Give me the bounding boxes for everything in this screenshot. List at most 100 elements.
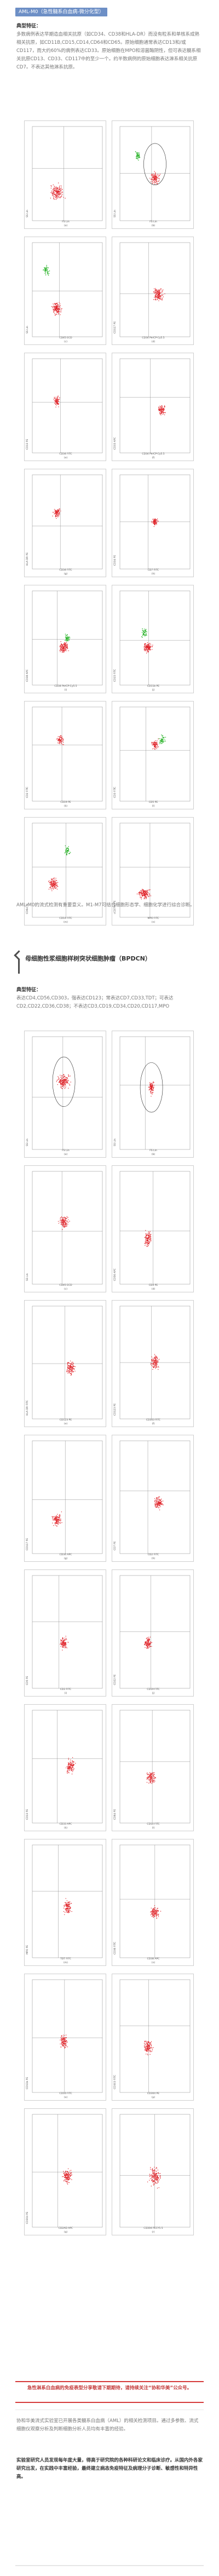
- event-dot: [149, 1084, 151, 1085]
- y-axis-label: HLA-DR FITC: [26, 1400, 29, 1416]
- x-axis-label: CD34 PerCP-Cy5.5: [142, 337, 165, 340]
- event-dot: [70, 1368, 71, 1369]
- event-dot-gated: [146, 631, 147, 633]
- flow-scatter: [119, 706, 191, 802]
- event-dot: [54, 1517, 55, 1519]
- event-dot: [155, 2175, 157, 2176]
- x-axis-label: CD303 FITC: [146, 1419, 161, 1422]
- y-axis-label: SS Lin: [114, 210, 117, 217]
- event-dot: [157, 1358, 158, 1359]
- event-dot: [158, 1916, 159, 1917]
- event-dot: [55, 1518, 56, 1519]
- event-dot: [153, 743, 154, 744]
- event-dot: [66, 1079, 67, 1080]
- event-dot: [69, 1370, 70, 1371]
- event-dot: [73, 1371, 74, 1372]
- plot-frame: [119, 590, 191, 686]
- event-dot: [155, 744, 157, 745]
- plot-frame: [119, 1575, 191, 1689]
- panel-letter: (a): [64, 1153, 68, 1156]
- event-dot: [157, 293, 158, 294]
- plot-frame: [119, 1171, 191, 1285]
- y-axis-label: CD13 PE: [26, 1809, 29, 1820]
- event-dot: [60, 641, 61, 642]
- event-dot: [67, 1902, 68, 1904]
- event-dot: [149, 2044, 151, 2045]
- event-dot-gated: [65, 634, 66, 635]
- event-dot: [50, 887, 51, 888]
- event-dot: [64, 1076, 65, 1077]
- event-dot-gated: [47, 273, 49, 275]
- event-dot: [63, 1223, 64, 1224]
- event-dot-gated: [70, 852, 71, 853]
- event-dot: [54, 884, 55, 886]
- plot-frame: [32, 1710, 103, 1824]
- event-dot-gated: [136, 158, 138, 159]
- panel-letter: (g): [64, 1557, 68, 1560]
- event-dot: [148, 893, 149, 894]
- y-axis-label: CD2 FITC: [26, 786, 29, 798]
- event-dot: [162, 1503, 163, 1504]
- event-dot: [154, 1364, 155, 1365]
- event-dot: [141, 892, 142, 893]
- event-dot: [59, 737, 60, 738]
- event-dot: [67, 1078, 68, 1079]
- event-dot: [151, 1092, 152, 1094]
- event-dot: [64, 2175, 65, 2176]
- event-dot: [148, 1235, 149, 1237]
- event-dot: [155, 746, 157, 748]
- event-dot: [72, 1757, 73, 1758]
- event-dot: [153, 523, 154, 524]
- event-dot: [60, 188, 61, 189]
- event-dot: [153, 741, 154, 743]
- event-dot: [59, 511, 60, 513]
- event-dot: [154, 182, 155, 183]
- event-dot: [63, 2034, 64, 2036]
- event-dot: [158, 178, 159, 179]
- event-dot: [60, 1079, 61, 1080]
- event-dot: [64, 2172, 65, 2173]
- event-dot: [151, 2045, 152, 2046]
- event-dot-gated: [160, 740, 162, 741]
- event-dot: [145, 1239, 146, 1240]
- event-dot: [74, 1366, 76, 1367]
- y-axis-label: CD15 FITC: [114, 669, 117, 682]
- event-dot: [146, 2049, 147, 2050]
- event-dot: [58, 514, 59, 515]
- event-dot: [154, 2172, 155, 2174]
- flow-scatter: [119, 1844, 191, 1958]
- event-dot: [56, 887, 57, 888]
- event-dot: [71, 1366, 72, 1367]
- event-dot: [145, 2044, 146, 2045]
- flow-scatter: [119, 1710, 191, 1824]
- event-dot: [61, 650, 62, 651]
- event-dot-gated: [66, 638, 68, 639]
- event-dot: [57, 192, 59, 193]
- event-dot: [147, 642, 148, 643]
- event-dot: [159, 412, 160, 413]
- event-dot: [52, 884, 53, 886]
- event-dot: [157, 299, 158, 300]
- event-dot: [162, 411, 163, 412]
- event-dot: [140, 892, 141, 893]
- y-axis-label: CD117 PE: [114, 321, 117, 334]
- event-dot-gated: [137, 154, 138, 156]
- event-dot: [163, 408, 164, 409]
- event-dot: [66, 1221, 67, 1222]
- event-dot-gated: [66, 639, 67, 640]
- event-dot: [154, 1504, 155, 1505]
- event-dot: [56, 400, 57, 401]
- event-dot: [62, 652, 64, 653]
- x-axis-label: CD123 PE: [59, 1419, 72, 1422]
- event-dot: [147, 1774, 148, 1775]
- event-dot: [157, 2177, 158, 2178]
- event-dot-gated: [139, 157, 140, 158]
- event-dot-gated: [49, 270, 50, 272]
- event-dot-gated: [48, 267, 49, 268]
- event-dot: [154, 1912, 155, 1913]
- event-dot-gated: [145, 634, 147, 635]
- event-dot: [53, 198, 54, 199]
- event-dot: [57, 1521, 59, 1522]
- panel-letter: (m): [64, 921, 68, 924]
- event-dot: [146, 1641, 147, 1642]
